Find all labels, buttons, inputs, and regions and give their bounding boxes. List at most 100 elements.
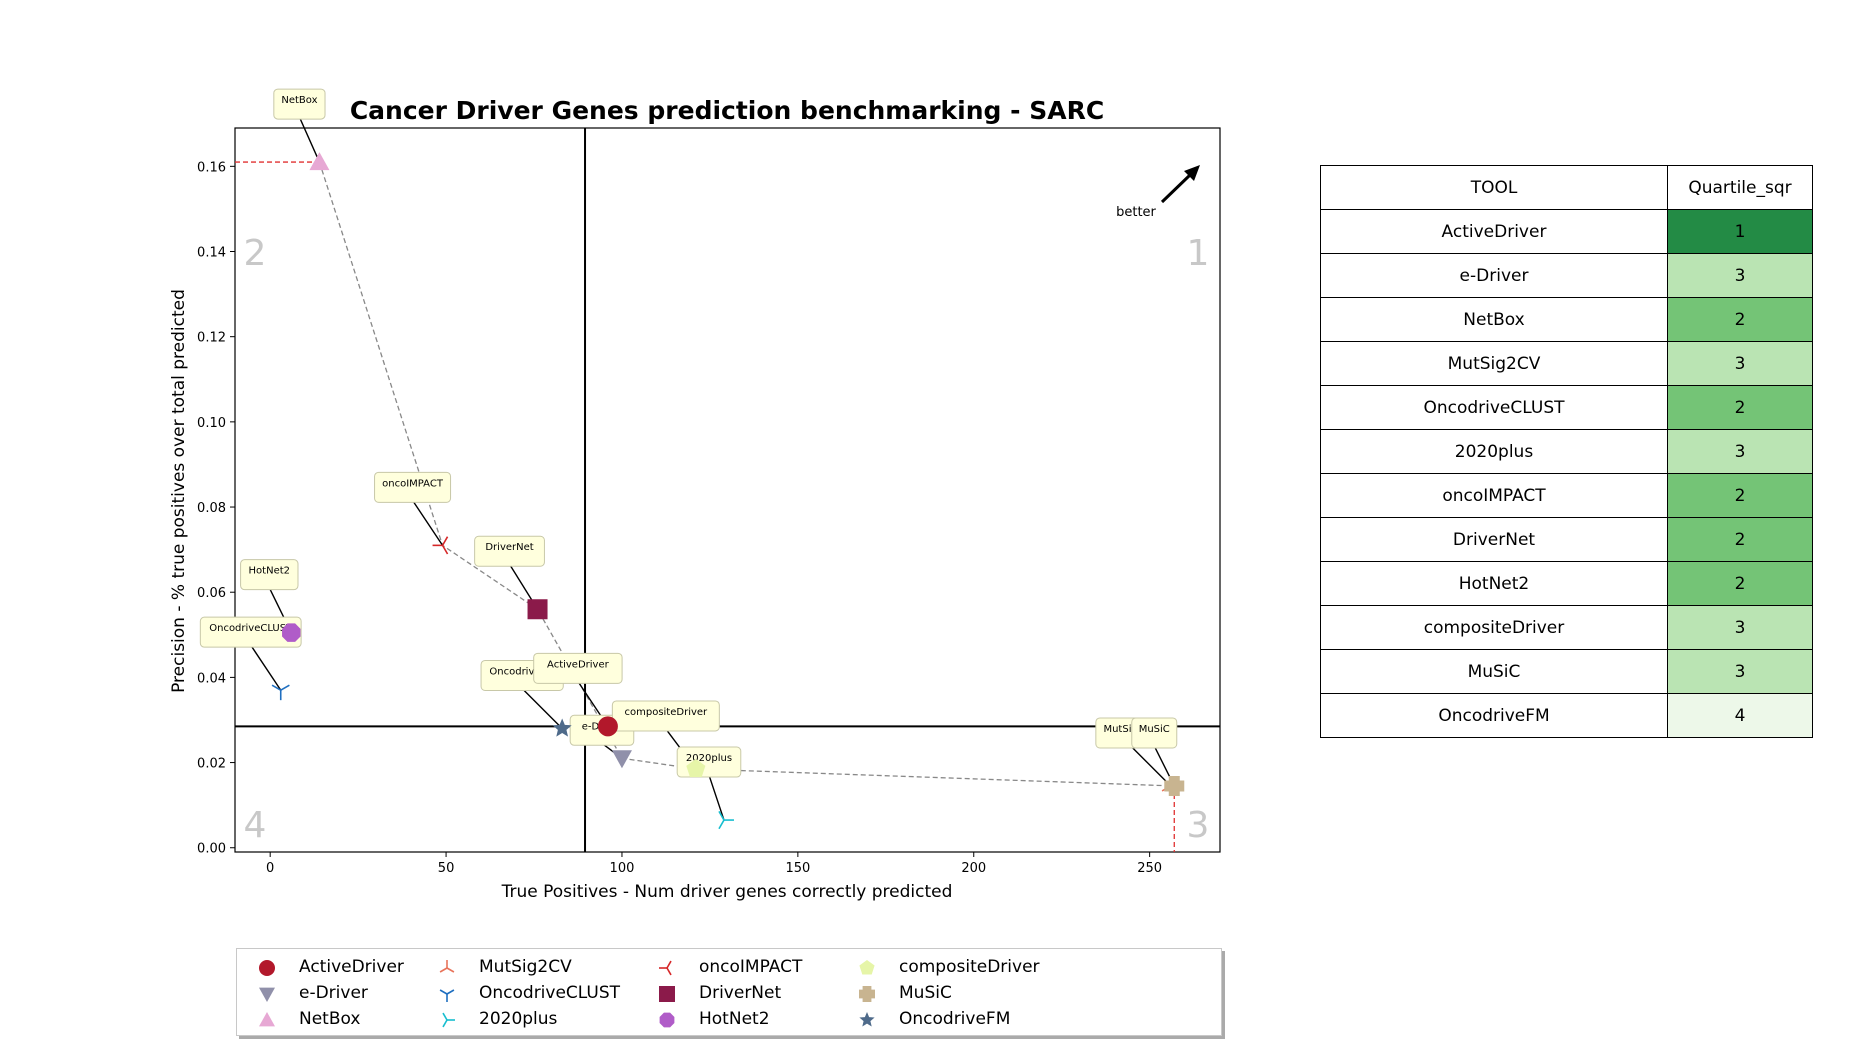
y-tick-label: 0.06: [197, 586, 226, 601]
table-cell-tool: OncodriveCLUST: [1320, 385, 1668, 430]
table-cell-tool: ActiveDriver: [1320, 209, 1668, 254]
legend-marker-MutSig2CV-arm: [439, 967, 448, 973]
y-tick-label: 0.02: [197, 757, 226, 772]
point-NetBox: [309, 152, 330, 171]
legend-marker-MuSiC: [859, 986, 875, 1002]
table-cell-tool: MuSiC: [1320, 649, 1668, 694]
legend-marker: [259, 960, 275, 976]
table-cell-tool: compositeDriver: [1320, 605, 1668, 650]
table-cell-tool: HotNet2: [1320, 561, 1668, 606]
callout-label: compositeDriver: [625, 707, 709, 718]
chart-title: Cancer Driver Genes prediction benchmark…: [350, 96, 1104, 125]
table-row: e-Driver 3: [1320, 253, 1813, 298]
legend-marker: [859, 960, 875, 975]
callout-arrow: [708, 774, 725, 821]
legend-label: DriverNet: [699, 983, 782, 1003]
x-tick-label: 0: [266, 861, 274, 876]
table-row: DriverNet 2: [1320, 517, 1813, 562]
better-arrow: [1160, 173, 1192, 204]
callout-label: ActiveDriver: [547, 659, 610, 670]
point-MuSiC: [1164, 775, 1185, 796]
point-e-Driver-shape: [611, 750, 632, 769]
point-ActiveDriver: [597, 716, 618, 737]
table-cell-tool: DriverNet: [1320, 517, 1668, 562]
legend-marker: [859, 986, 875, 1002]
callout-OncodriveCLUST: OncodriveCLUST: [199, 616, 302, 691]
legend-marker: [442, 1012, 455, 1028]
legend-label: HotNet2: [699, 1009, 770, 1029]
legend-label: OncodriveCLUST: [479, 983, 621, 1003]
quadrant-1-label: 1: [1187, 233, 1210, 274]
better-label: better: [1116, 205, 1156, 220]
table-row: MutSig2CV 3: [1320, 341, 1813, 386]
callout-arrow: [1130, 745, 1172, 787]
table-cell-quartile: 1: [1667, 209, 1813, 254]
legend-label: MutSig2CV: [479, 957, 572, 977]
table-row: ActiveDriver 1: [1320, 209, 1813, 254]
x-tick-label: 50: [438, 861, 455, 876]
point-HotNet2: [282, 623, 301, 642]
table-cell-tool: 2020plus: [1320, 429, 1668, 474]
table-row: OncodriveCLUST 2: [1320, 385, 1813, 430]
legend-label: compositeDriver: [899, 957, 1040, 977]
callout-box: [273, 88, 326, 120]
better-arrowhead: [1184, 165, 1200, 181]
point-OncodriveFM: [552, 718, 572, 737]
x-tick-label: 150: [785, 861, 810, 876]
callout-box: [374, 471, 452, 503]
table-cell-quartile: 2: [1667, 385, 1813, 430]
legend-marker-oncoIMPACT-arm: [666, 960, 672, 969]
table-body: ActiveDriver 1 e-Driver 3 NetBox 2 MutSig2CV 3 O…: [1320, 209, 1813, 738]
table-row: HotNet2 2: [1320, 561, 1813, 606]
y-tick-label: 0.10: [197, 416, 226, 431]
callout-arrow: [521, 687, 563, 729]
point-OncodriveCLUST-arm: [280, 684, 290, 691]
legend-marker-2020plus: [442, 1012, 455, 1028]
table-cell-tool: NetBox: [1320, 297, 1668, 342]
table-row: oncoIMPACT 2: [1320, 473, 1813, 518]
point-OncodriveCLUST: [271, 684, 290, 701]
callout-label: oncoIMPACT: [382, 478, 444, 489]
point-2020plus-arm: [718, 810, 725, 821]
plot-frame: [234, 127, 1221, 853]
y-axis-label: Precision - % true positives over total …: [169, 289, 189, 693]
callout-label: DriverNet: [485, 542, 533, 553]
legend-marker-NetBox-shape: [259, 1012, 275, 1027]
legend-marker-MutSig2CV: [439, 960, 455, 973]
table-cell-quartile: 2: [1667, 561, 1813, 606]
legend-marker-DriverNet: [659, 986, 675, 1002]
legend-marker: [859, 1012, 875, 1027]
legend-label: MuSiC: [899, 983, 952, 1003]
y-tick-label: 0.08: [197, 501, 226, 516]
legend-label: oncoIMPACT: [699, 957, 803, 977]
point-DriverNet: [527, 599, 548, 620]
quadrant-4-label: 4: [244, 805, 267, 846]
table-header-quartile: Quartile_sqr: [1667, 165, 1813, 210]
quadrant-2-label: 2: [244, 233, 267, 274]
point-oncoIMPACT-arm: [441, 544, 449, 555]
callout-box: [240, 559, 299, 591]
table-cell-quartile: 2: [1667, 517, 1813, 562]
legend-marker-OncodriveFM-shape: [859, 1012, 875, 1027]
callout-label: MutSig2CV: [1103, 724, 1158, 735]
table-header-row: TOOL Quartile_sqr: [1320, 165, 1813, 210]
legend-marker: [659, 986, 675, 1002]
callout-box: [474, 535, 545, 567]
table-row: 2020plus 3: [1320, 429, 1813, 474]
legend-marker-OncodriveCLUST-arm: [446, 989, 455, 995]
y-tick-label: 0.04: [197, 671, 226, 686]
callout-DriverNet: DriverNet: [474, 535, 545, 610]
x-tick-label: 100: [610, 861, 635, 876]
legend-marker: [659, 960, 672, 976]
y-tick-label: 0.14: [197, 246, 226, 261]
legend-marker-HotNet2-shape: [659, 1012, 675, 1028]
table-cell-quartile: 2: [1667, 297, 1813, 342]
legend-marker-HotNet2: [659, 1012, 675, 1028]
table-header-tool: TOOL: [1320, 165, 1668, 210]
callout-box: [533, 652, 623, 684]
plot-area: 0 50 100 150 200 250 0.00 0.02 0.04 0.06 0.08 0.10 0…: [197, 88, 1221, 876]
legend-marker-DriverNet-shape: [659, 986, 675, 1002]
table-row: OncodriveFM 4: [1320, 693, 1813, 738]
legend-marker-oncoIMPACT: [659, 960, 672, 976]
x-tick-label: 250: [1137, 861, 1162, 876]
